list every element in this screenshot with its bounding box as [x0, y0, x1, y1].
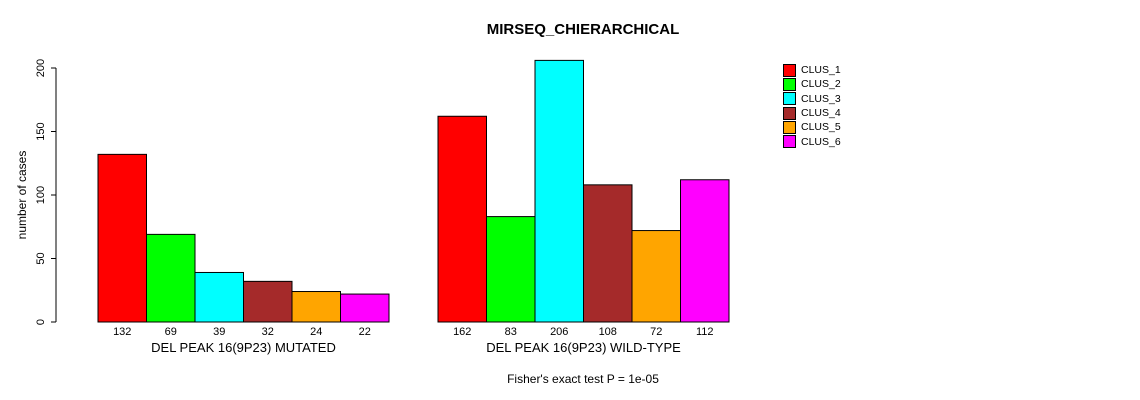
legend-swatch	[783, 120, 796, 134]
bar-value-label: 108	[599, 326, 617, 338]
legend: CLUS_1 CLUS_2 CLUS_3 CLUS_4 CLUS_5 CLUS_6	[783, 63, 841, 149]
bar	[534, 59, 584, 323]
legend-row: CLUS_2	[783, 77, 841, 91]
legend-label: CLUS_2	[801, 78, 841, 91]
bar-value-label: 72	[650, 326, 662, 338]
legend-label: CLUS_4	[801, 107, 841, 120]
bar-value-label: 69	[165, 326, 177, 338]
bar-value-label: 22	[359, 326, 371, 338]
legend-label: CLUS_1	[801, 64, 841, 77]
bar	[583, 184, 633, 323]
bar-value-label: 24	[310, 326, 322, 338]
y-tick-label: 100	[35, 186, 47, 204]
legend-row: CLUS_6	[783, 134, 841, 149]
bar-value-label: 112	[696, 326, 714, 338]
legend-row: CLUS_3	[783, 92, 841, 106]
bar	[486, 216, 536, 323]
legend-row: CLUS_4	[783, 106, 841, 120]
bar-value-label: 83	[505, 326, 517, 338]
y-tick-label: 0	[35, 319, 47, 325]
legend-swatch	[783, 106, 796, 120]
group-label: DEL PEAK 16(9P23) WILD-TYPE	[486, 340, 681, 355]
bar	[340, 293, 390, 323]
legend-swatch	[783, 135, 796, 149]
bar	[194, 271, 244, 323]
bar	[97, 153, 147, 323]
legend-swatch	[783, 63, 796, 77]
y-tick-label: 150	[35, 122, 47, 140]
legend-swatch	[783, 92, 796, 106]
y-tick-label: 50	[35, 252, 47, 264]
legend-label: CLUS_5	[801, 121, 841, 134]
legend-row: CLUS_5	[783, 120, 841, 134]
bar	[243, 280, 293, 323]
legend-label: CLUS_6	[801, 135, 841, 148]
annotation-text: Fisher's exact test P = 1e-05	[507, 372, 659, 386]
bar-value-label: 39	[213, 326, 225, 338]
bar-value-label: 132	[113, 326, 131, 338]
bar	[437, 115, 487, 323]
y-tick-label: 200	[35, 59, 47, 77]
bar-value-label: 32	[262, 326, 274, 338]
bar-value-label: 206	[550, 326, 568, 338]
group-label: DEL PEAK 16(9P23) MUTATED	[151, 340, 336, 355]
legend-swatch	[783, 77, 796, 91]
bar	[631, 230, 681, 323]
bar	[680, 179, 730, 323]
legend-label: CLUS_3	[801, 92, 841, 105]
legend-row: CLUS_1	[783, 63, 841, 77]
chart-title: MIRSEQ_CHIERARCHICAL	[486, 21, 680, 38]
bar	[291, 291, 341, 323]
bar	[146, 233, 196, 323]
bar-value-label: 162	[453, 326, 471, 338]
